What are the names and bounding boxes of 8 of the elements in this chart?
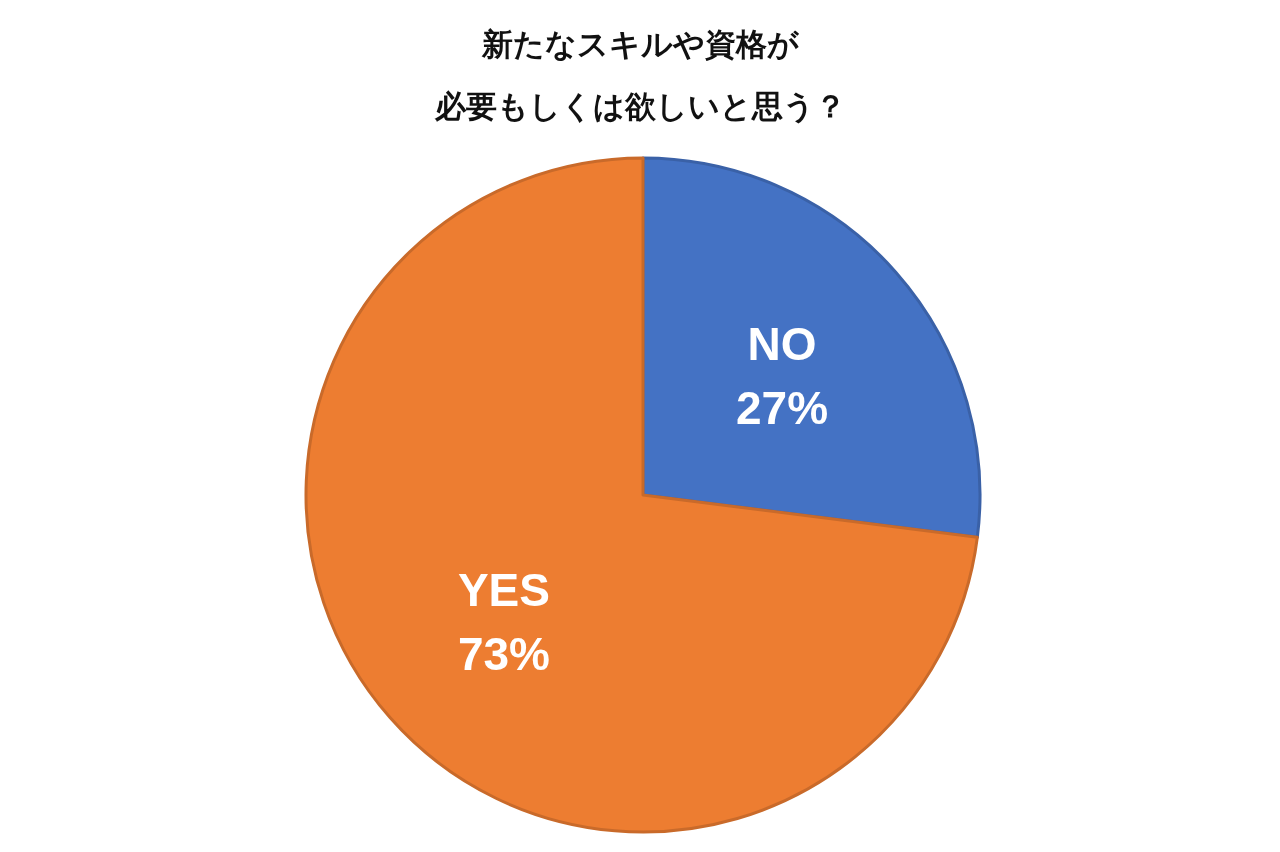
data-label: 27% xyxy=(735,382,829,435)
pie-slice xyxy=(304,156,979,834)
chart-title: 新たなスキルや資格が xyxy=(480,27,800,62)
slice-label: NO xyxy=(747,318,817,371)
slice-label: YES xyxy=(457,563,550,616)
chart-subtitle: 必要もしくは欲しいと思う？ xyxy=(433,89,846,124)
data-label: 73% xyxy=(457,627,551,680)
pie-slice xyxy=(641,156,982,539)
